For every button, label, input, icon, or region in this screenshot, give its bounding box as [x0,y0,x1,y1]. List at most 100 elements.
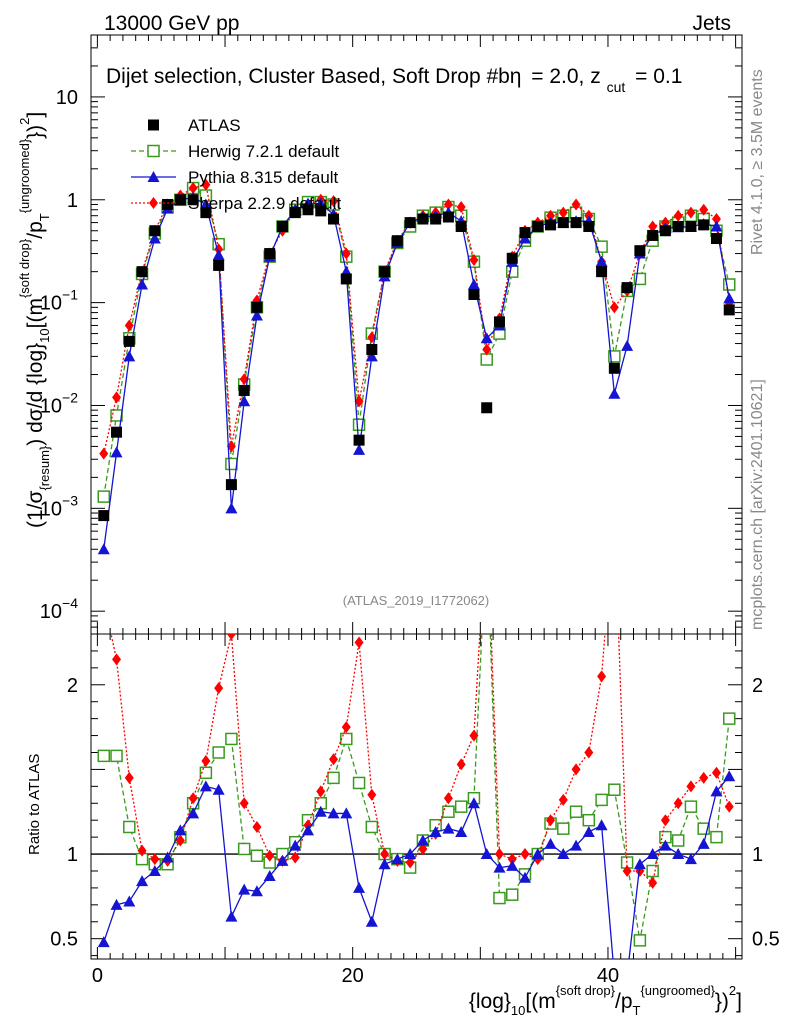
sherpa-ratio-point [456,758,466,771]
atlas-point [328,213,340,225]
herwig-ratio-point [684,800,698,813]
pythia-ratio-point [378,858,391,870]
atlas-point [251,301,263,313]
atlas-point [442,211,454,223]
sherpa-ratio-point [711,766,721,779]
sherpa-ratio-point [201,754,211,767]
sherpa-ratio-point [494,848,504,861]
pythia-ratio-point [97,936,110,948]
atlas-point [710,233,722,245]
y-tick-label: 10−1 [40,287,78,315]
pythia-ratio-point [123,895,136,907]
atlas-point [430,213,442,225]
ratio-tick-label: 0.5 [50,929,78,951]
atlas-point [455,220,467,232]
pythia-ratio-point [659,839,672,851]
sherpa-point [648,220,658,233]
pythia-point [608,387,621,399]
atlas-point [621,282,633,294]
herwig-point [352,418,366,431]
herwig-ratio-point [110,749,123,763]
sherpa-ratio-point [699,771,709,784]
sherpa-ratio-point [354,636,364,649]
header-right: Jets [692,12,731,35]
atlas-point [532,220,544,232]
sherpa-ratio-point [469,729,479,742]
atlas-point [417,213,429,225]
herwig-ratio-point [633,934,647,947]
ratio-tick-label-right: 1 [752,844,763,866]
sherpa-ratio-point [610,510,619,522]
pythia-ratio-point [442,822,455,834]
herwig-ratio-point [505,888,519,901]
sherpa-ratio-point [239,797,249,810]
sherpa-point [546,209,556,222]
sherpa-ratio-point [648,876,658,889]
pythia-ratio-point [353,881,366,893]
herwig-ratio-point [442,805,455,818]
atlas-point [111,426,123,438]
herwig-ratio-point [365,820,379,834]
herwig-point [97,490,111,503]
y-axis-label: (1/σ{resum}) dσ/d {log}10[(m{soft drop}/… [17,112,52,528]
sherpa-point [201,178,211,191]
herwig-ratio-point [123,820,136,834]
pythia-ratio-point [136,875,149,887]
herwig-ratio-point [340,732,353,746]
atlas-point [340,273,352,285]
atlas-point [583,220,595,232]
ratio-panel-frame [90,633,743,960]
pythia-point [136,278,149,290]
sherpa-point [686,206,696,219]
legend-marker-sherpa [149,197,158,209]
pythia-ratio-point [531,848,544,860]
sherpa-ratio-point [137,844,147,857]
herwig-ratio-point [671,834,685,847]
x-tick-label: 0 [92,965,103,987]
pythia-ratio-point [225,910,238,922]
herwig-point [722,278,736,291]
atlas-point [276,220,288,232]
pythia-ratio-point [314,805,327,817]
herwig-ratio-point [237,842,251,856]
sherpa-point [558,206,568,219]
pythia-ratio-point [455,826,468,838]
pythia-ratio-point [633,858,646,870]
y-tick-label: 1 [67,190,78,212]
atlas-point [264,248,276,260]
sherpa-ratio-point [443,792,453,805]
atlas-point [647,229,659,241]
atlas-point [519,227,531,239]
sherpa-ratio-point [546,814,556,827]
pythia-ratio-point [416,834,429,846]
sherpa-point [124,319,134,332]
atlas-point [659,225,671,237]
pythia-ratio-point [187,807,200,819]
atlas-point [98,510,110,522]
pythia-ratio-point [570,839,583,851]
herwig-ratio-point [646,864,659,878]
legend-marker-herwig [147,144,160,158]
legend-label-atlas: ATLAS [188,116,241,135]
pythia-ratio-point [161,851,174,863]
sherpa-ratio-point [367,788,377,801]
y-tick-label: 10−3 [40,492,78,520]
sherpa-ratio-point [571,763,581,776]
pythia-point [480,332,493,344]
pythia-point [365,350,378,362]
sherpa-ratio-point [520,848,530,861]
sherpa-ratio-point [584,746,594,759]
sherpa-point [609,301,619,314]
atlas-point [557,217,569,229]
sherpa-ratio-point [112,653,122,666]
sherpa-ratio-point [482,510,491,522]
pythia-point [123,350,136,362]
legend-marker-atlas [148,119,159,131]
atlas-point [596,266,608,278]
legend-marker-pythia [147,171,160,182]
atlas-point [200,207,212,219]
herwig-point [225,457,238,471]
legend-label-herwig: Herwig 7.2.1 default [188,142,339,161]
sherpa-ratio-point [99,594,108,606]
pythia-ratio-point [404,848,417,860]
